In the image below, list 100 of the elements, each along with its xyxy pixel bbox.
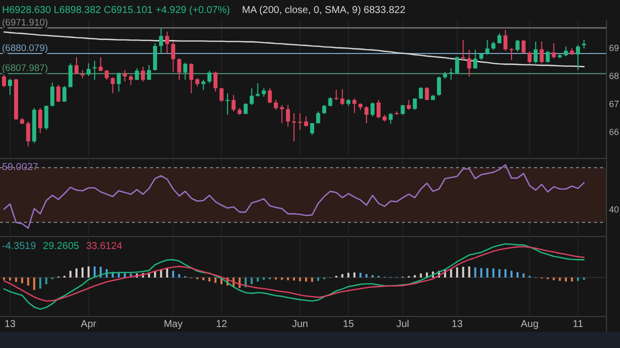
bar	[124, 273, 126, 278]
bar	[208, 278, 210, 282]
bar	[552, 278, 555, 280]
x-tick-label: Jun	[292, 319, 308, 330]
candlestick	[370, 102, 375, 117]
bar	[76, 268, 78, 278]
bar	[311, 278, 314, 282]
bar	[172, 270, 174, 278]
candlestick	[44, 105, 48, 130]
x-tick-label: 12	[216, 319, 228, 330]
candlestick	[244, 102, 248, 114]
candlestick	[424, 86, 429, 100]
candlestick	[298, 112, 302, 130]
candlestick	[220, 88, 224, 102]
y-tick-label: 67	[609, 99, 620, 110]
bar	[564, 278, 567, 282]
candlestick	[171, 41, 176, 72]
bar	[510, 270, 512, 278]
candlestick	[437, 76, 441, 96]
candlestick	[534, 41, 538, 64]
bar	[202, 278, 204, 280]
candlestick	[250, 88, 254, 106]
bar	[504, 269, 506, 278]
candlestick	[56, 84, 60, 102]
candlestick	[68, 62, 72, 88]
candlestick	[50, 82, 54, 107]
candlestick	[110, 76, 115, 94]
candlestick	[510, 48, 514, 60]
ref-line-label: (6880.079)	[2, 43, 48, 54]
candlestick	[280, 104, 284, 124]
bar	[286, 278, 289, 280]
y-tick-label: 66	[609, 126, 620, 137]
candlestick	[522, 39, 526, 54]
candlestick	[274, 99, 278, 110]
candlestick	[232, 94, 236, 112]
bar	[570, 278, 573, 282]
candlestick	[304, 116, 308, 128]
bar	[366, 274, 368, 278]
candlestick	[576, 44, 580, 71]
x-tick-label: Aug	[520, 319, 539, 330]
bar	[372, 275, 374, 278]
bar	[299, 278, 302, 282]
candlestick	[552, 42, 556, 59]
bar	[486, 268, 488, 278]
bar	[305, 278, 308, 282]
y-tick-label: 68	[609, 71, 620, 82]
candlestick	[449, 68, 454, 80]
bar	[214, 278, 216, 283]
x-tick-label: Jul	[396, 319, 410, 330]
candlestick	[134, 68, 139, 80]
text: MA (200, close, 0, SMA, 9) 6833.822	[242, 5, 406, 16]
bar	[516, 272, 519, 278]
x-tick-label: Apr	[80, 319, 98, 330]
candlestick	[528, 51, 532, 64]
candlestick	[334, 89, 338, 100]
bar	[420, 273, 422, 278]
bar	[27, 278, 30, 286]
candlestick	[540, 41, 544, 64]
candlestick	[364, 106, 368, 124]
candlestick	[201, 79, 206, 90]
bar	[21, 278, 24, 284]
x-tick-label: 13	[4, 319, 16, 330]
bar	[359, 272, 362, 278]
candlestick	[455, 56, 460, 74]
bar	[522, 273, 525, 278]
candlestick	[159, 28, 164, 54]
bar	[250, 278, 253, 284]
x-tick-label: May	[164, 319, 183, 330]
candlestick	[207, 70, 212, 84]
bar	[256, 278, 259, 282]
ref-line-label: (6971.910)	[2, 17, 48, 28]
candlestick	[286, 104, 290, 128]
candlestick	[473, 49, 478, 69]
candlestick	[546, 50, 550, 63]
bar	[480, 268, 482, 278]
candlestick	[8, 78, 12, 96]
candlestick	[516, 39, 520, 52]
bar	[33, 278, 36, 290]
ref-line-label: (6807.987)	[2, 63, 48, 74]
candlestick	[340, 88, 344, 106]
candlestick	[122, 70, 127, 82]
bar	[498, 269, 500, 278]
bar	[293, 278, 295, 281]
bar	[178, 274, 180, 278]
bar	[347, 272, 350, 278]
candlestick	[128, 74, 133, 86]
candlestick	[503, 30, 508, 52]
x-tick-label: 11	[572, 319, 584, 330]
candlestick	[116, 72, 121, 92]
candlestick	[2, 74, 6, 88]
text: H6928.630 L6898.382 C6915.101 +4.929 (+0.07%)	[2, 5, 230, 16]
bar	[69, 270, 72, 278]
bar	[82, 267, 84, 278]
bar	[492, 268, 494, 278]
candlestick	[226, 92, 230, 116]
candlestick	[310, 122, 314, 136]
candlestick	[62, 85, 66, 102]
bar	[353, 272, 356, 278]
candlestick	[165, 31, 170, 54]
text: 40	[609, 204, 620, 214]
